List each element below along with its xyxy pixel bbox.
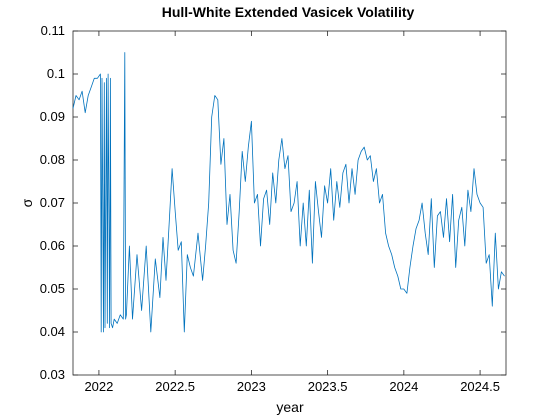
y-tick-label: 0.09: [40, 109, 65, 124]
x-axis-label: year: [276, 399, 304, 415]
x-tick-label: 2022: [84, 379, 113, 394]
x-tick-label: 2024.5: [460, 379, 500, 394]
y-tick-label: 0.11: [41, 23, 65, 38]
y-axis-label: σ: [19, 198, 35, 207]
y-tick-label: 0.05: [40, 281, 65, 296]
y-tick-label: 0.03: [40, 367, 65, 382]
y-tick-label: 0.07: [40, 195, 65, 210]
x-axis: 2022 2022.5 2023 2023.5 2024 2024.5: [84, 31, 500, 394]
volatility-series-line: [72, 52, 505, 333]
plot-frame: [72, 30, 507, 376]
x-tick-label: 2023.5: [308, 379, 348, 394]
x-tick-label: 2024: [389, 379, 418, 394]
y-axis: 0.03 0.04 0.05 0.06 0.07 0.08 0.09 0.1 0.11: [40, 23, 506, 382]
series-layer: [72, 52, 505, 333]
y-tick-label: 0.04: [40, 324, 65, 339]
x-tick-label: 2023: [237, 379, 266, 394]
y-tick-label: 0.08: [40, 152, 65, 167]
plot-area: [72, 30, 507, 376]
y-tick-label: 0.06: [40, 238, 65, 253]
y-tick-label: 0.1: [47, 66, 65, 81]
chart-title: Hull-White Extended Vasicek Volatility: [162, 4, 415, 20]
x-tick-label: 2022.5: [155, 379, 195, 394]
